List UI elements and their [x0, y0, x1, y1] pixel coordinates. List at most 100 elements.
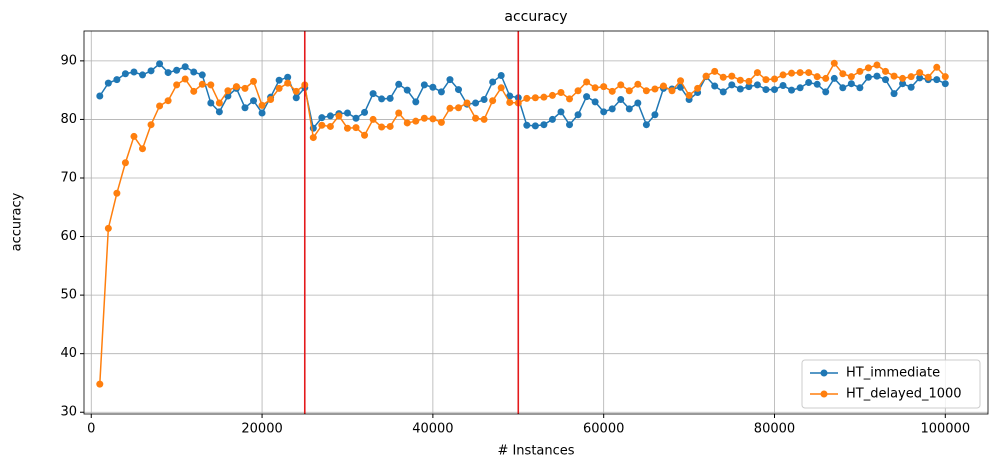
- point: [736, 85, 744, 93]
- point: [617, 96, 625, 104]
- point: [352, 124, 360, 132]
- point: [506, 98, 514, 106]
- series-line: [99, 61, 946, 385]
- point: [719, 88, 727, 96]
- point: [343, 124, 351, 132]
- point: [677, 77, 685, 85]
- x-tick-label: 0: [87, 422, 95, 437]
- point: [420, 114, 428, 122]
- y-tick-label: 90: [60, 53, 77, 68]
- point: [924, 73, 932, 81]
- point: [788, 86, 796, 94]
- point: [497, 84, 505, 92]
- point: [847, 80, 855, 88]
- point: [753, 69, 761, 77]
- point: [566, 121, 574, 129]
- point: [600, 108, 608, 116]
- point: [745, 83, 753, 91]
- point: [625, 105, 633, 113]
- point: [275, 76, 283, 84]
- point: [813, 73, 821, 81]
- point: [292, 94, 300, 102]
- legend-box: [801, 359, 981, 409]
- point: [437, 118, 445, 126]
- point: [805, 69, 813, 77]
- point: [890, 90, 898, 98]
- point: [916, 74, 924, 82]
- point: [941, 80, 949, 88]
- point: [873, 61, 881, 69]
- y-tick-label: 50: [60, 288, 77, 303]
- point: [745, 77, 753, 85]
- point: [489, 78, 497, 86]
- point: [583, 78, 591, 86]
- point: [309, 134, 317, 142]
- point: [361, 108, 369, 116]
- point: [318, 114, 326, 122]
- point: [625, 87, 633, 95]
- point: [728, 81, 736, 89]
- point: [395, 109, 403, 117]
- point: [190, 87, 198, 95]
- point: [215, 108, 223, 116]
- point: [728, 72, 736, 80]
- legend-label: HT_immediate: [846, 366, 940, 381]
- point: [156, 60, 164, 68]
- point: [267, 96, 275, 104]
- point: [326, 112, 334, 120]
- point: [250, 97, 258, 105]
- y-tick-label: 80: [60, 112, 77, 127]
- point: [788, 69, 796, 77]
- point: [412, 117, 420, 125]
- series-line: [99, 62, 946, 130]
- point: [343, 109, 351, 117]
- point: [651, 85, 659, 93]
- point: [454, 104, 462, 112]
- point: [864, 73, 872, 81]
- point: [779, 81, 787, 89]
- point: [642, 121, 650, 129]
- point: [173, 81, 181, 89]
- legend-marker: [820, 390, 828, 398]
- point: [847, 73, 855, 81]
- point: [685, 91, 693, 99]
- point: [822, 74, 830, 82]
- point: [420, 81, 428, 89]
- point: [540, 93, 548, 101]
- point: [882, 76, 890, 84]
- point: [429, 115, 437, 123]
- point: [813, 80, 821, 88]
- point: [96, 380, 104, 388]
- point: [711, 67, 719, 75]
- point: [395, 80, 403, 88]
- point: [634, 99, 642, 107]
- point: [284, 79, 292, 87]
- point: [207, 81, 215, 89]
- point: [719, 73, 727, 81]
- point: [830, 74, 838, 82]
- point: [472, 114, 480, 122]
- point: [617, 81, 625, 89]
- point: [856, 84, 864, 92]
- point: [548, 115, 556, 123]
- point: [856, 67, 864, 75]
- point: [548, 91, 556, 99]
- point: [386, 94, 394, 102]
- y-tick-label: 30: [60, 405, 77, 420]
- point: [557, 108, 565, 116]
- chart-title: accuracy: [504, 9, 567, 25]
- point: [378, 123, 386, 131]
- point: [540, 121, 548, 129]
- point: [437, 88, 445, 96]
- y-tick-label: 60: [60, 229, 77, 244]
- point: [864, 64, 872, 72]
- point: [796, 69, 804, 77]
- point: [882, 67, 890, 75]
- point: [130, 68, 138, 76]
- point: [429, 83, 437, 91]
- point: [753, 81, 761, 89]
- point: [164, 69, 172, 77]
- point: [711, 82, 719, 90]
- point: [147, 121, 155, 129]
- legend-label: HT_delayed_1000: [846, 387, 962, 402]
